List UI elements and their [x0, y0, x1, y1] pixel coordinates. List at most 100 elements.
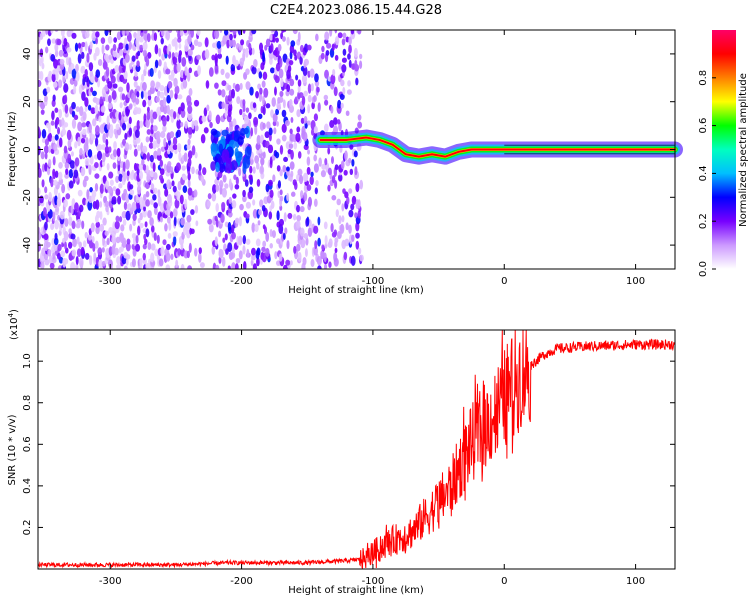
heatmap-cell-212 — [64, 111, 69, 118]
heatmap-cell-961 — [165, 68, 171, 75]
heatmap-cell-63 — [44, 95, 48, 102]
heatmap-cell-800 — [147, 210, 152, 219]
heatmap-cell-323 — [81, 91, 86, 102]
heatmap-cell-1674 — [297, 31, 301, 42]
heatmap-cell-1104 — [186, 95, 192, 105]
heatmap-cell-640 — [125, 254, 131, 260]
heatmap-cell-1582 — [283, 212, 287, 222]
heatmap-cell-67 — [45, 46, 49, 54]
heatmap-cell-1319 — [234, 184, 240, 190]
heatmap-cell-1544 — [276, 165, 281, 172]
heatmap-cell-1023 — [176, 143, 182, 152]
heatmap-cell-1666 — [296, 126, 301, 133]
heatmap-cell-12 — [38, 126, 41, 136]
heatmap-cell-1071 — [184, 121, 188, 129]
heatmap-cell-864 — [153, 32, 158, 42]
heatmap-cell-1138 — [198, 247, 202, 254]
heatmap-cell-976 — [169, 131, 175, 138]
heatmap-cell-265 — [71, 68, 77, 79]
heatmap-cell-997 — [172, 185, 177, 193]
svg-text:(x104): (x104) — [7, 309, 20, 340]
heatmap-cell-1875 — [341, 38, 346, 46]
heatmap-cell-1422 — [251, 66, 257, 75]
heatmap-cell-954 — [166, 115, 170, 122]
heatmap-cell-1024 — [176, 129, 182, 138]
snr-frame — [37, 329, 676, 570]
heatmap-cell-1841 — [336, 230, 342, 240]
heatmap-cell-587 — [118, 183, 123, 189]
heatmap-cell-745 — [139, 258, 143, 266]
heatmap-cell-795 — [142, 30, 148, 34]
heatmap-cell-305 — [77, 53, 82, 64]
heatmap-cell-683 — [131, 258, 136, 268]
colorbar: 0.0 0.2 0.4 0.6 0.8 Normalized spectral ampl… — [698, 30, 749, 277]
heatmap-cell-650 — [124, 142, 130, 152]
heatmap-cell-37 — [40, 101, 46, 110]
heatmap-cell-2012 — [210, 142, 217, 153]
heatmap-cell-868 — [156, 234, 160, 244]
heatmap-cell-34 — [41, 137, 46, 144]
heatmap-cell-940 — [166, 208, 172, 217]
heatmap-cell-221 — [63, 37, 68, 47]
heatmap-cell-847 — [153, 232, 157, 241]
heatmap-cell-1740 — [310, 83, 314, 92]
heatmap-cell-460 — [101, 152, 106, 163]
heatmap-cell-1779 — [323, 252, 327, 263]
heatmap-cell-1387 — [245, 68, 250, 75]
heatmap-cell-1015 — [177, 247, 181, 256]
heatmap-cell-420 — [95, 97, 100, 106]
heatmap-cell-925 — [162, 116, 167, 127]
heatmap-cell-1301 — [232, 193, 237, 199]
heatmap-cell-1462 — [258, 42, 264, 52]
heatmap-cell-1723 — [306, 156, 311, 166]
heatmap-cell-1376 — [245, 213, 250, 219]
heatmap-cell-1808 — [330, 222, 334, 233]
heatmap-cell-1025 — [176, 118, 182, 130]
heatmap-cell-1046 — [179, 194, 184, 205]
heatmap-cell-1237 — [221, 101, 225, 109]
heatmap-cell-668 — [129, 189, 135, 196]
heatmap-cell-1270 — [227, 221, 232, 232]
heatmap-cell-1448 — [260, 164, 264, 174]
heatmap-cell-792 — [142, 41, 148, 51]
heatmap-cell-657 — [126, 82, 130, 93]
heatmap-cell-409 — [94, 182, 99, 192]
snr-multiplier-exponent: 4 — [7, 312, 15, 317]
heatmap-cell-1762 — [316, 256, 322, 266]
heatmap-cell-1547 — [276, 121, 279, 127]
heatmap-cell-1557 — [275, 37, 279, 43]
heatmap-cell-107 — [51, 135, 56, 144]
heatmap-cell-1517 — [269, 33, 273, 41]
heatmap-cell-1730 — [307, 44, 312, 51]
heatmap-cell-1355 — [242, 189, 246, 198]
heatmap-cell-1896 — [349, 168, 354, 175]
heatmap-cell-1240 — [220, 68, 225, 76]
heatmap-cell-645 — [125, 193, 130, 204]
heatmap-cell-1928 — [355, 77, 359, 86]
heatmap-cell-509 — [107, 185, 113, 194]
heatmap-cell-1940 — [357, 199, 361, 209]
heatmap-cell-260 — [71, 101, 76, 110]
snr-multiplier-close: ) — [9, 309, 20, 313]
heatmap-cell-824 — [150, 243, 156, 251]
heatmap-cell-464 — [100, 105, 106, 113]
heatmap-cell-1586 — [283, 156, 289, 163]
heatmap-cell-1238 — [221, 89, 226, 98]
heatmap-cell-1097 — [187, 138, 191, 146]
heatmap-cell-852 — [153, 172, 158, 181]
heatmap-cell-215 — [63, 83, 69, 93]
heatmap-cell-257 — [70, 151, 74, 157]
heatmap-cell-1210 — [218, 180, 224, 189]
heatmap-cell-438 — [96, 150, 103, 161]
heatmap-cell-681 — [128, 41, 133, 50]
heatmap-cell-1574 — [280, 78, 284, 88]
heatmap-cell-586 — [118, 216, 123, 223]
heatmap-cell-1159 — [204, 49, 210, 60]
heatmap-cell-1863 — [340, 160, 345, 170]
heatmap-cell-1327 — [233, 59, 239, 67]
heatmap-cell-1843 — [338, 215, 342, 225]
heatmap-cell-851 — [152, 187, 158, 195]
heatmap-cell-1186 — [215, 202, 219, 213]
heatmap-cell-1552 — [274, 75, 280, 84]
heatmap-cell-314 — [80, 166, 86, 177]
